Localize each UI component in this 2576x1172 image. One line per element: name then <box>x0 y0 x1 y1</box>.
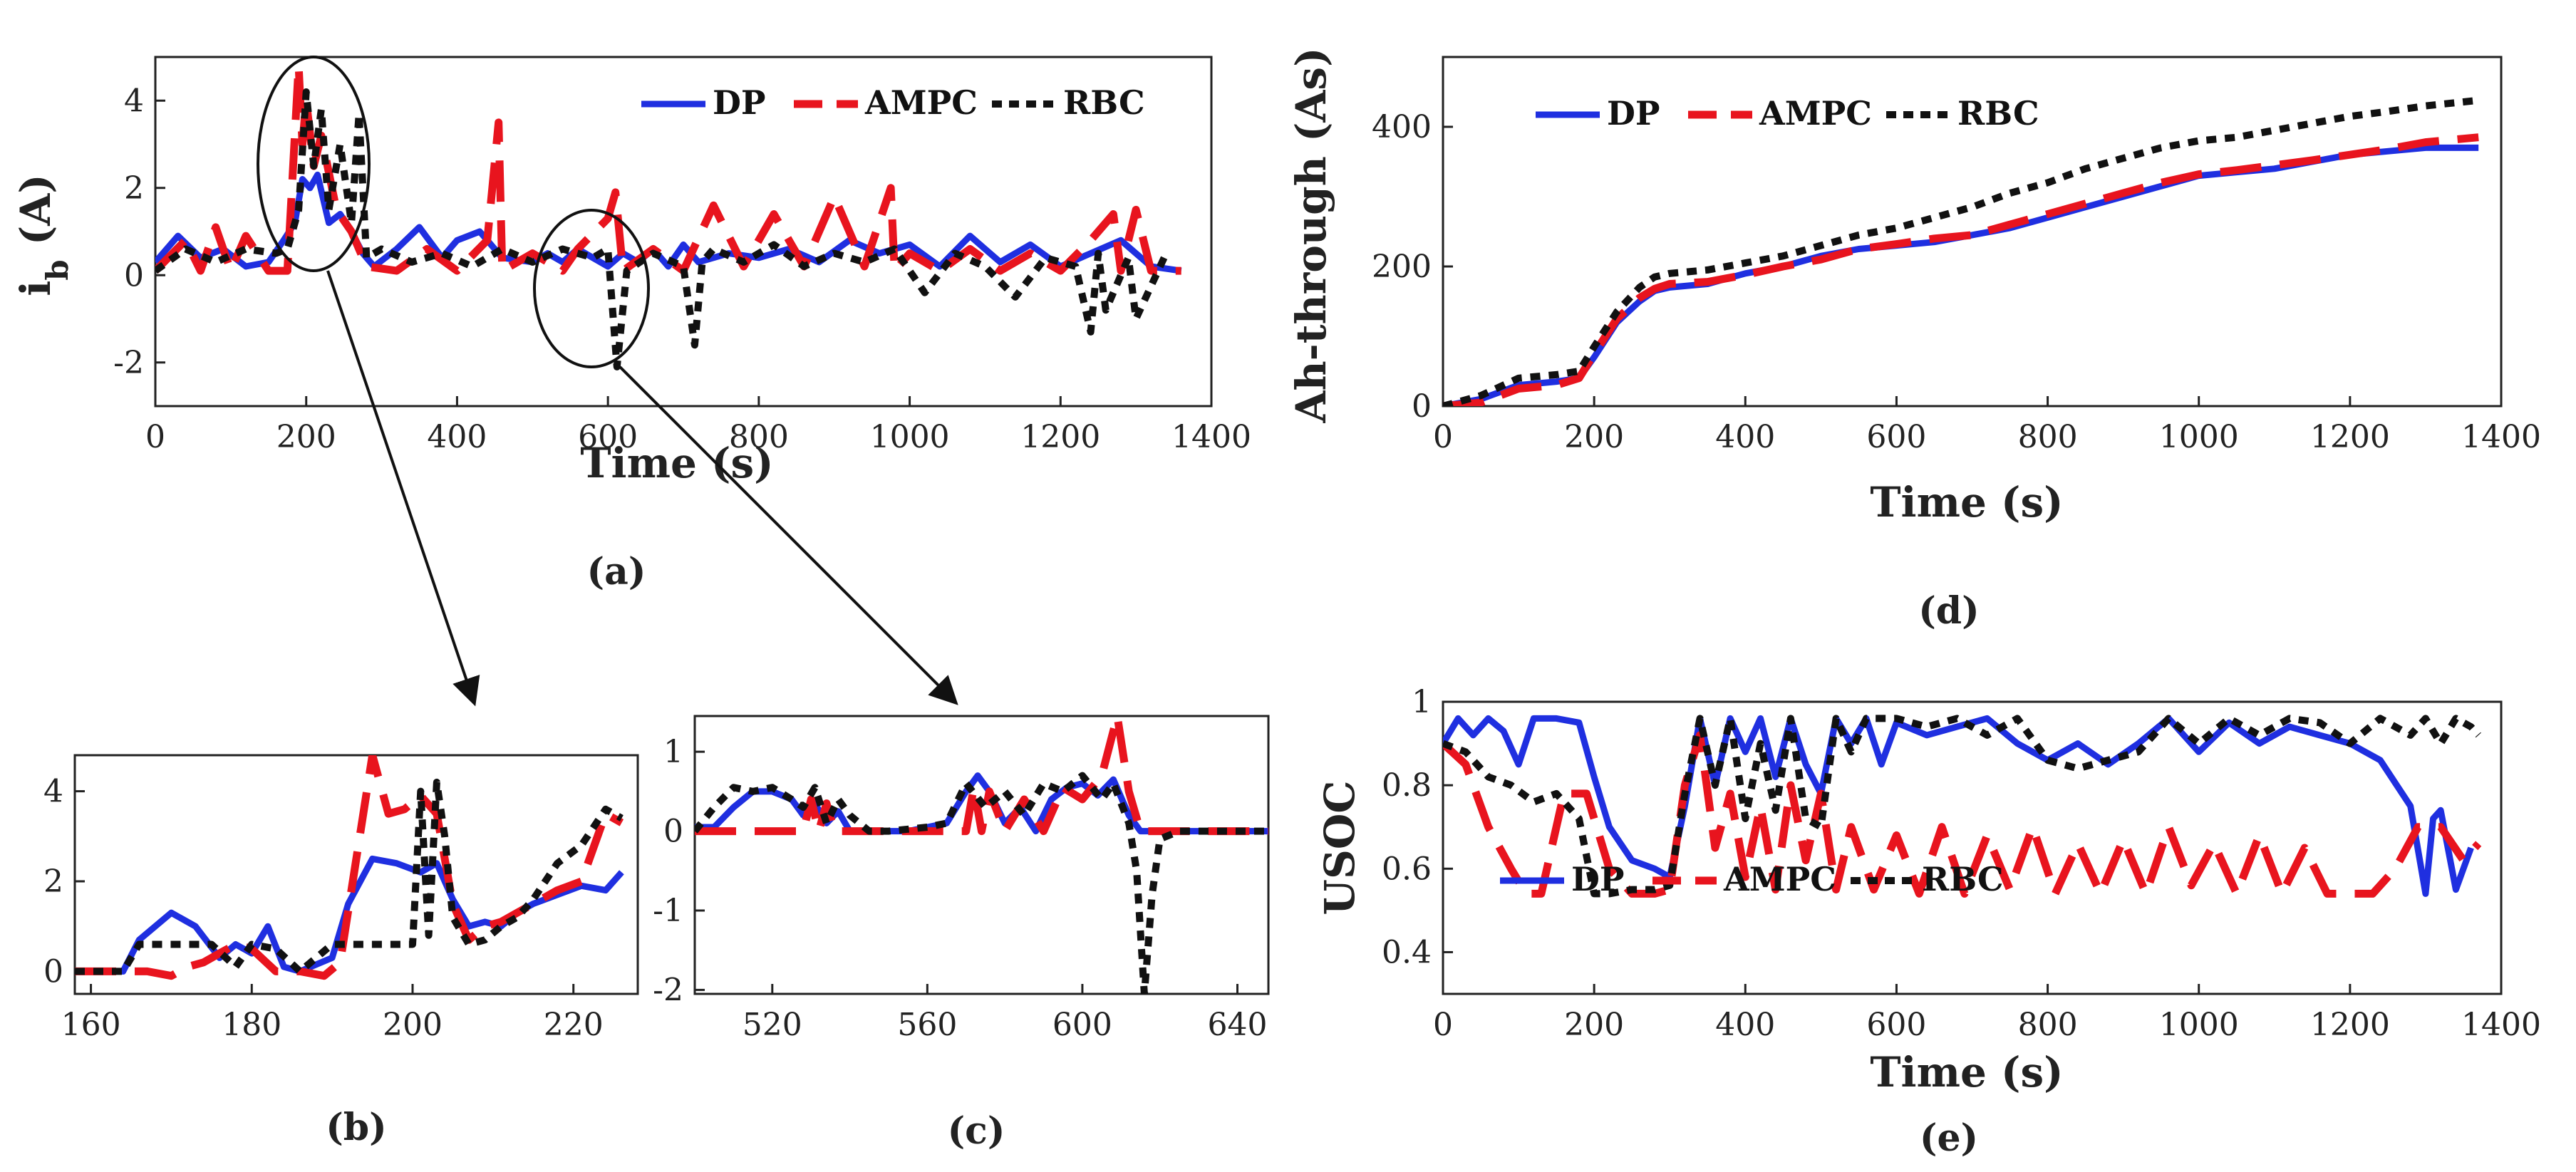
y-tick-label: 0.8 <box>1382 767 1432 804</box>
chart-panel-d: 0 200 400 600 800 1000 1200 1400 0 200 400 Time (s)… <box>1287 47 2541 633</box>
plot-frame <box>1442 56 2503 408</box>
x-tick-label: 200 <box>1564 1007 1624 1043</box>
x-tick-label: 220 <box>544 1007 604 1043</box>
x-tick-label: 600 <box>1866 1007 1926 1043</box>
y-tick-label: 0 <box>43 953 63 990</box>
legend-label-rbc: RBC <box>1063 83 1145 122</box>
x-tick-label: 200 <box>1564 419 1624 455</box>
x-tick-label: 1400 <box>2461 1007 2541 1043</box>
x-tick-label: 640 <box>1207 1007 1267 1043</box>
legend-label-dp: DP <box>1607 94 1660 133</box>
x-tick-label: 200 <box>276 419 336 455</box>
y-axis-label: ib (A) <box>11 174 75 296</box>
x-tick-label: 0 <box>1433 419 1453 455</box>
x-tick-label: 160 <box>61 1007 121 1043</box>
x-tick-label: 1200 <box>2310 419 2390 455</box>
legend-label-ampc: AMPC <box>1723 860 1836 898</box>
y-axis-label: Ah-through (As) <box>1287 47 1335 423</box>
zoom-ellipse-c <box>533 209 650 368</box>
x-axis-label: Time (s) <box>580 439 773 487</box>
series-line-ampc <box>155 61 1181 275</box>
x-axis-label: Time (s) <box>1870 478 2063 527</box>
legend-label-rbc: RBC <box>1922 860 2004 898</box>
y-tick-label: -2 <box>653 972 683 1008</box>
x-tick-label: 800 <box>2018 1007 2078 1043</box>
x-tick-label: 1200 <box>1020 419 1100 455</box>
series-line-ampc <box>695 716 1268 836</box>
y-tick-label: -1 <box>653 893 683 929</box>
x-tick-label: 0 <box>145 419 165 455</box>
panel-label: (c) <box>948 1109 1005 1153</box>
x-tick-label: 800 <box>2018 419 2078 455</box>
y-tick-label: 2 <box>43 864 63 900</box>
x-tick-label: 800 <box>729 419 789 455</box>
zoom-annotations <box>257 56 958 707</box>
plot-frame <box>693 715 1270 995</box>
legend-label-ampc: AMPC <box>864 83 978 122</box>
series-line-rbc <box>75 778 624 975</box>
zoom-ellipse-b <box>257 56 371 272</box>
zoom-arrow-b <box>326 270 480 707</box>
x-tick-label: 600 <box>1866 419 1926 455</box>
y-tick-label: 4 <box>124 83 144 119</box>
series-line-dp <box>1443 144 2479 406</box>
panel-label: (a) <box>587 550 646 593</box>
y-tick-label: 1 <box>663 734 683 770</box>
y-tick-label: 0.4 <box>1382 934 1432 970</box>
x-tick-label: 1200 <box>2310 1007 2390 1043</box>
zoom-arrow-c <box>619 365 958 705</box>
x-tick-label: 520 <box>743 1007 802 1043</box>
y-tick-label: 0.6 <box>1382 851 1432 887</box>
x-tick-label: 1400 <box>1171 419 1251 455</box>
x-tick-label: 400 <box>1715 419 1775 455</box>
x-tick-label: 560 <box>897 1007 957 1043</box>
panel-label: (b) <box>326 1106 387 1149</box>
panel-label: (e) <box>1920 1116 1978 1160</box>
x-tick-label: 0 <box>1433 1007 1453 1043</box>
x-axis-label: Time (s) <box>1870 1048 2063 1096</box>
chart-panel-c: 520 560 600 640 -2 -1 0 1 (c) <box>653 715 1270 1153</box>
panel-label: (d) <box>1918 589 1980 633</box>
legend-label-dp: DP <box>1571 860 1624 898</box>
series-line-rbc <box>695 772 1268 994</box>
y-tick-label: 0 <box>663 814 683 850</box>
x-tick-label: 600 <box>578 419 638 455</box>
chart-panel-a: 0 200 400 600 800 1000 1200 1400 -2 0 2 4 Time (s) ib… <box>11 56 1251 593</box>
y-tick-label: 0 <box>1412 388 1432 425</box>
y-tick-label: 2 <box>124 170 144 207</box>
series-line-rbc <box>155 88 1170 370</box>
chart-panel-e: 0 200 400 600 800 1000 1200 1400 0.4 0.6 0.8 1 Time … <box>1315 684 2541 1160</box>
y-axis-label: USOC <box>1315 780 1364 915</box>
legend-label-ampc: AMPC <box>1759 94 1872 133</box>
y-tick-label: 400 <box>1372 109 1432 145</box>
x-tick-label: 1000 <box>2159 419 2239 455</box>
y-tick-label: 0 <box>124 257 144 294</box>
y-tick-label: 200 <box>1372 249 1432 285</box>
x-tick-label: 400 <box>1715 1007 1775 1043</box>
x-tick-label: 600 <box>1052 1007 1112 1043</box>
x-tick-label: 180 <box>222 1007 281 1043</box>
legend-label-rbc: RBC <box>1957 94 2039 133</box>
series-line-ampc <box>1443 731 2482 898</box>
y-tick-label: 4 <box>43 774 63 810</box>
series-line-rbc <box>1443 96 2479 406</box>
x-tick-label: 400 <box>427 419 487 455</box>
legend-label-dp: DP <box>713 83 765 122</box>
y-tick-label: 1 <box>1412 684 1432 720</box>
series-line-ampc <box>1443 133 2479 406</box>
chart-panel-b: 160 180 200 220 0 2 4 (b) <box>43 754 639 1149</box>
plot-frame <box>154 56 1213 408</box>
plot-frame <box>1442 700 2503 995</box>
x-tick-label: 1000 <box>2159 1007 2239 1043</box>
x-tick-label: 200 <box>383 1007 443 1043</box>
x-tick-label: 1400 <box>2461 419 2541 455</box>
x-tick-label: 1000 <box>870 419 950 455</box>
plot-frame <box>73 754 639 995</box>
y-tick-label: -2 <box>113 345 144 381</box>
series-line-rbc <box>1443 715 2481 898</box>
